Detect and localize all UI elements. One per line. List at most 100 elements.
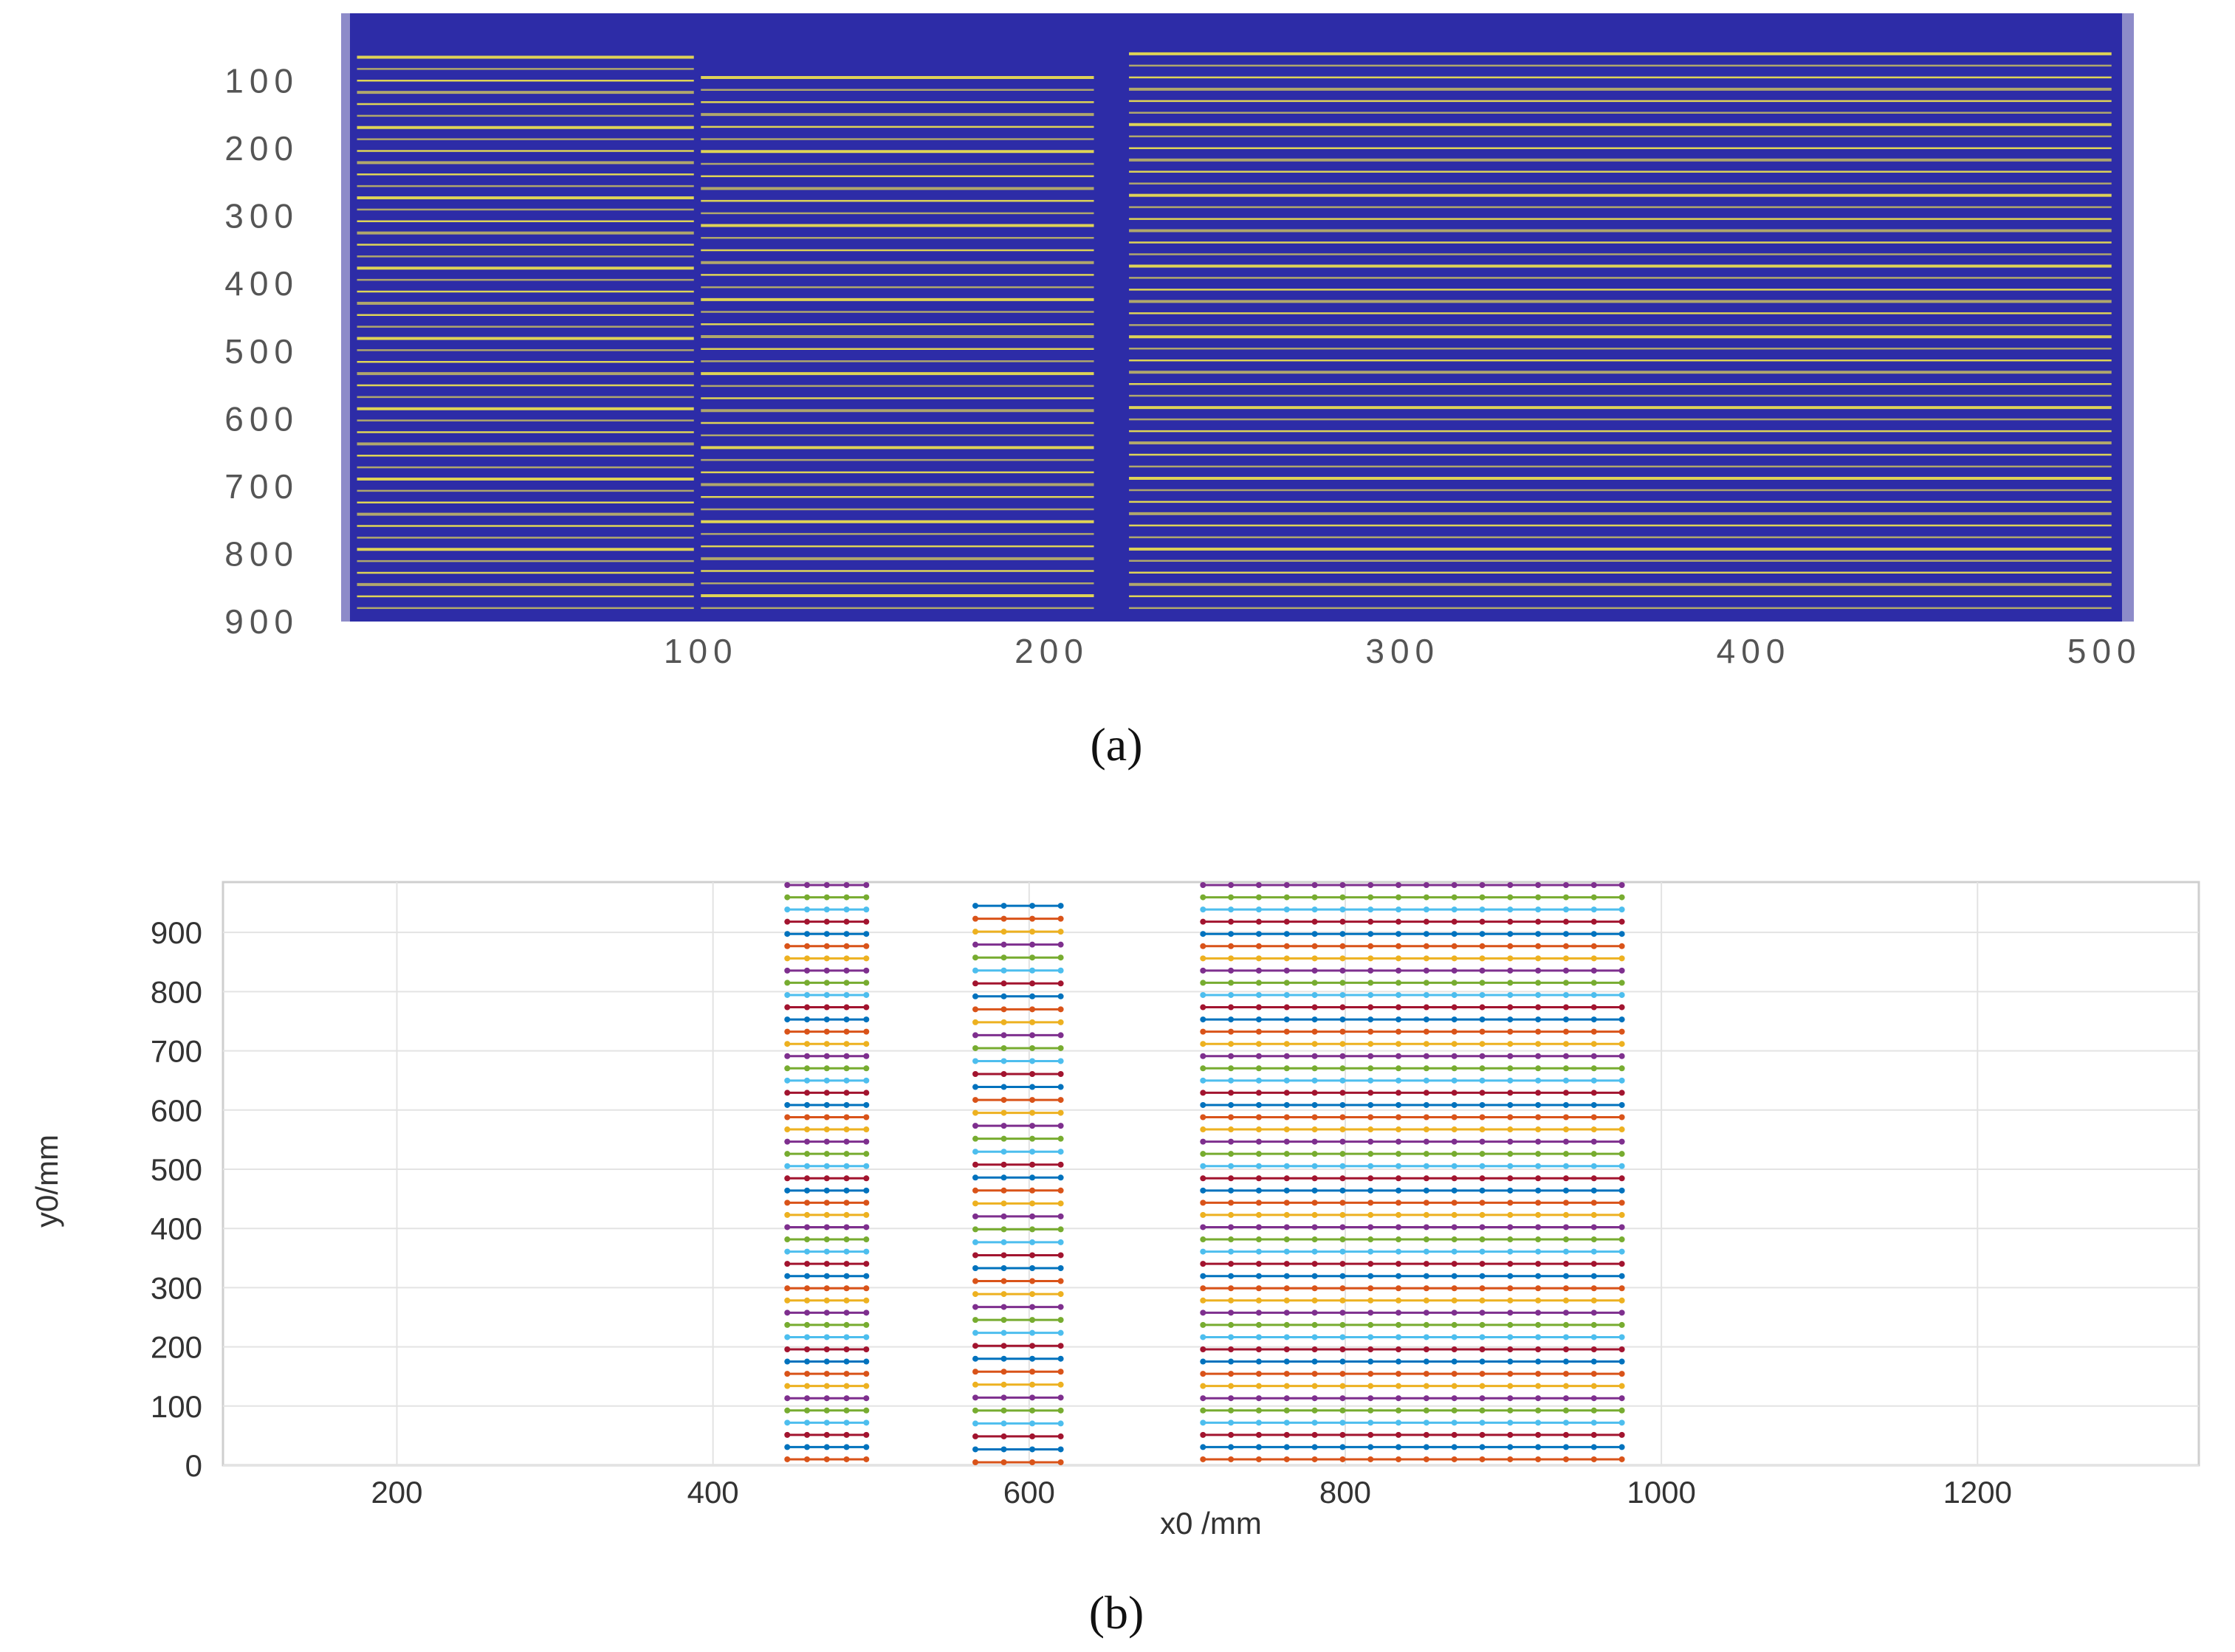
data-point <box>1367 1309 1374 1316</box>
data-point <box>784 894 791 901</box>
data-point <box>1311 1236 1318 1243</box>
data-point <box>1562 1261 1569 1267</box>
data-point <box>1535 1211 1542 1218</box>
data-point <box>1590 943 1597 949</box>
data-point <box>1562 1028 1569 1035</box>
data-point <box>1479 1138 1486 1145</box>
data-point <box>1339 1016 1346 1023</box>
data-point <box>1535 991 1542 998</box>
data-point <box>843 1175 850 1182</box>
data-point <box>1339 894 1346 901</box>
data-point <box>1057 1252 1064 1259</box>
data-point <box>1283 1444 1290 1450</box>
data-point <box>1228 1138 1235 1145</box>
data-point <box>972 1161 979 1168</box>
data-point <box>1029 1123 1036 1129</box>
data-point <box>1029 1109 1036 1116</box>
data-point <box>1367 1261 1374 1267</box>
data-point <box>1618 1371 1625 1377</box>
data-point <box>823 1285 830 1292</box>
data-point <box>1228 1236 1235 1243</box>
data-point <box>804 1236 811 1243</box>
data-point <box>1283 1261 1290 1267</box>
data-point <box>1423 1200 1429 1206</box>
data-point <box>863 955 870 962</box>
data-point <box>1562 894 1569 901</box>
x-tick-label: 400 <box>687 1475 739 1510</box>
data-point <box>1535 1395 1542 1402</box>
data-point <box>1618 1187 1625 1194</box>
data-point <box>1367 1053 1374 1059</box>
heatmap-x-tick-label: 200 <box>1014 632 1089 670</box>
data-point <box>1423 1371 1429 1377</box>
data-point <box>804 1126 811 1133</box>
data-point <box>1535 1419 1542 1426</box>
data-point <box>1423 1261 1429 1267</box>
data-point <box>863 1028 870 1035</box>
data-point <box>1507 1077 1514 1084</box>
data-point <box>1479 1371 1486 1377</box>
data-point <box>1507 1224 1514 1231</box>
data-point <box>1367 1407 1374 1414</box>
data-point <box>1395 1114 1402 1121</box>
data-point <box>1029 929 1036 935</box>
data-point <box>784 1065 791 1072</box>
data-point <box>1423 1211 1429 1218</box>
data-point <box>1479 967 1486 974</box>
data-point <box>1255 894 1262 901</box>
data-point <box>823 1138 830 1145</box>
data-point <box>1283 1407 1290 1414</box>
data-point <box>1479 918 1486 925</box>
data-point <box>1367 1346 1374 1353</box>
data-point <box>1590 1248 1597 1255</box>
data-point <box>1311 1261 1318 1267</box>
data-point <box>1423 1151 1429 1157</box>
data-point <box>1000 1123 1007 1129</box>
data-point <box>1395 1444 1402 1450</box>
data-point <box>1339 1028 1346 1035</box>
data-point <box>843 967 850 974</box>
data-point <box>784 1077 791 1084</box>
data-point <box>1311 967 1318 974</box>
data-point <box>1507 1456 1514 1462</box>
data-point <box>823 1114 830 1121</box>
data-point <box>1479 931 1486 937</box>
panel-a-heatmap: 100 200 300 400 500 100 200 300 400 500 600 700 800… <box>224 13 2136 670</box>
data-point <box>1451 1383 1458 1389</box>
data-point <box>1255 1444 1262 1450</box>
data-point <box>843 1273 850 1279</box>
data-point <box>1057 1394 1064 1401</box>
data-point <box>823 1016 830 1023</box>
data-point <box>1311 1371 1318 1377</box>
data-point <box>1228 1248 1235 1255</box>
data-point <box>972 1381 979 1388</box>
data-point <box>1451 1114 1458 1121</box>
data-point <box>1423 1383 1429 1389</box>
plot-area <box>222 881 2200 1467</box>
data-point <box>784 918 791 925</box>
data-point <box>1479 1175 1486 1182</box>
data-point <box>1283 1456 1290 1462</box>
data-point <box>1562 1138 1569 1145</box>
data-point <box>843 1236 850 1243</box>
data-point <box>843 1309 850 1316</box>
data-point <box>804 1016 811 1023</box>
data-point <box>1228 1041 1235 1047</box>
data-point <box>1367 1395 1374 1402</box>
data-point <box>863 894 870 901</box>
data-point <box>1423 882 1429 889</box>
data-point <box>784 1200 791 1206</box>
data-point <box>1451 1211 1458 1218</box>
data-point <box>1200 991 1206 998</box>
data-point <box>1311 1138 1318 1145</box>
data-point <box>1311 1163 1318 1169</box>
data-point <box>1200 1431 1206 1438</box>
data-point <box>1507 1346 1514 1353</box>
data-point <box>1507 1309 1514 1316</box>
data-point <box>1507 1187 1514 1194</box>
data-point <box>1200 1358 1206 1365</box>
data-point <box>804 906 811 913</box>
data-point <box>1029 1278 1036 1284</box>
data-point <box>843 1334 850 1340</box>
y-axis-label: y0/mm <box>30 1135 64 1228</box>
